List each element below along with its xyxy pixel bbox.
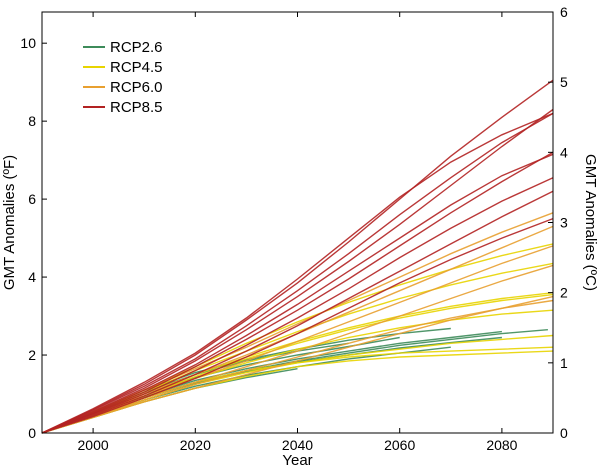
legend-label: RCP2.6 [110, 39, 163, 56]
legend-label: RCP6.0 [110, 79, 163, 96]
series-line [41, 151, 554, 434]
series-line [41, 329, 548, 434]
y-left-tick-label: 10 [20, 35, 36, 51]
y-right-tick-label: 3 [560, 215, 568, 231]
y-right-tick-label: 2 [560, 285, 568, 301]
x-axis-title: Year [282, 452, 312, 469]
series-rcp8-5 [41, 79, 554, 434]
y-left-tick-label: 0 [28, 425, 36, 441]
series-line [41, 309, 554, 434]
x-tick-label: 2080 [486, 437, 517, 453]
y-right-tick-label: 5 [560, 74, 568, 90]
x-tick-label: 2000 [78, 437, 109, 453]
series-line [41, 112, 554, 434]
x-tick-label: 2040 [282, 437, 313, 453]
series-line [41, 190, 554, 434]
y-left-tick-label: 4 [28, 269, 36, 285]
y-right-tick-label: 1 [560, 355, 568, 371]
plot-lines [41, 79, 554, 434]
y-axis-left-title: GMT Anomalies (ºF) [1, 155, 18, 290]
series-line [41, 79, 554, 434]
x-tick-label: 2020 [180, 437, 211, 453]
series-line [41, 177, 554, 434]
y-axis-right-title: GMT Anomalies (ºC) [582, 154, 599, 291]
series-line [41, 153, 554, 434]
series-line [41, 299, 554, 434]
legend-label: RCP8.5 [110, 99, 163, 116]
series-line [41, 330, 502, 434]
legend: RCP2.6 RCP4.5 RCP6.0 RCP8.5 [83, 39, 163, 116]
x-axis: 2000 2020 2040 2060 2080 [78, 12, 518, 453]
y-left-tick-label: 6 [28, 191, 36, 207]
y-axis-left: 0 2 4 6 8 10 [20, 35, 47, 441]
series-line [41, 295, 554, 434]
y-left-tick-label: 2 [28, 347, 36, 363]
series-line [41, 108, 554, 434]
y-right-tick-label: 0 [560, 425, 568, 441]
y-axis-right: 0 1 2 3 4 5 6 [548, 4, 568, 441]
series-line [41, 293, 554, 434]
series-line [41, 217, 554, 434]
y-left-tick-label: 8 [28, 113, 36, 129]
y-right-tick-label: 4 [560, 144, 568, 160]
x-tick-label: 2060 [384, 437, 415, 453]
legend-label: RCP4.5 [110, 59, 163, 76]
series-line [41, 112, 554, 434]
y-right-tick-label: 6 [560, 4, 568, 20]
series-line [41, 346, 554, 434]
